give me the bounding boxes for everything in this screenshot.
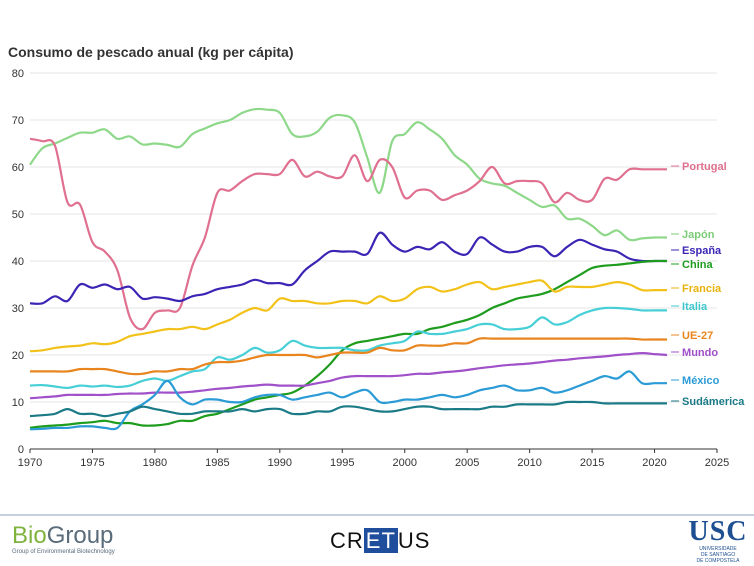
x-tick-label: 1990 bbox=[268, 457, 292, 469]
usc-sub-3: DE COMPOSTELA bbox=[696, 558, 740, 564]
series-labels: Japón Portugal España China Francia Italia UE-… bbox=[671, 161, 745, 408]
series-line-portugal bbox=[29, 137, 667, 331]
cretus-text-1: CR bbox=[330, 528, 364, 553]
series-line-francia bbox=[29, 279, 667, 353]
series-label-portugal: Portugal bbox=[682, 161, 727, 173]
series-line-china bbox=[29, 259, 668, 429]
y-tick-label: 50 bbox=[12, 209, 24, 221]
series-label-francia: Francia bbox=[682, 283, 722, 295]
series-line-espana bbox=[29, 231, 667, 305]
usc-logo: USC UNIVERSIDADE DE SANTIAGO DE COMPOSTE… bbox=[686, 516, 750, 565]
series-line-japon bbox=[29, 107, 668, 242]
series-label-mexico: México bbox=[682, 375, 720, 387]
chart-title: Consumo de pescado anual (kg per cápita) bbox=[8, 44, 294, 60]
cretus-logo: CRETUS bbox=[330, 528, 430, 554]
x-tick-label: 2005 bbox=[455, 457, 479, 469]
series-label-japon: Japón bbox=[682, 229, 715, 241]
logo-text-bio: Bio bbox=[12, 522, 47, 549]
y-tick-label: 30 bbox=[12, 303, 24, 315]
series-label-sudamerica: Sudámerica bbox=[682, 396, 745, 408]
axes: 0 10 20 30 40 50 60 70 80 1970 1975 1980 1985 1990 199… bbox=[12, 68, 729, 469]
x-tick-label: 1975 bbox=[80, 457, 104, 469]
series-lines bbox=[29, 107, 668, 431]
x-tick-label: 2000 bbox=[392, 457, 416, 469]
usc-text: USC bbox=[688, 516, 748, 547]
cretus-text-box: ET bbox=[363, 528, 398, 553]
y-tick-label: 40 bbox=[12, 256, 24, 268]
logo-text-group: Group bbox=[46, 522, 114, 549]
y-tick-label: 20 bbox=[12, 350, 24, 362]
series-line-mexico bbox=[29, 370, 667, 431]
footer-divider bbox=[0, 514, 754, 516]
series-line-ue-27 bbox=[30, 337, 667, 376]
biogroup-logo: BioGroup Group of Environmental Biotechn… bbox=[12, 522, 115, 556]
usc-sub-2: DE SANTIAGO bbox=[700, 552, 736, 558]
line-chart: 0 10 20 30 40 50 60 70 80 1970 1975 1980 1985 1990 199… bbox=[12, 68, 746, 469]
x-tick-label: 2025 bbox=[705, 457, 729, 469]
x-tick-label: 1985 bbox=[205, 457, 229, 469]
series-line-italia bbox=[29, 306, 667, 390]
logo-subtitle: Group of Environmental Biotechnology bbox=[12, 549, 115, 555]
series-line-sudamerica bbox=[29, 400, 667, 418]
x-tick-label: 2015 bbox=[580, 457, 604, 469]
usc-sub-1: UNIVERSIDADE bbox=[699, 546, 737, 552]
x-tick-label: 2020 bbox=[642, 457, 666, 469]
series-label-espana: España bbox=[682, 245, 722, 257]
series-line-mundo bbox=[29, 352, 668, 400]
series-label-italia: Italia bbox=[682, 301, 708, 313]
cretus-text-2: US bbox=[397, 528, 431, 553]
series-label-mundo: Mundo bbox=[682, 347, 718, 359]
x-tick-label: 2010 bbox=[517, 457, 541, 469]
y-tick-label: 60 bbox=[12, 162, 24, 174]
y-tick-label: 0 bbox=[18, 444, 24, 456]
y-tick-label: 70 bbox=[12, 115, 24, 127]
gridlines bbox=[30, 72, 717, 403]
y-tick-label: 10 bbox=[12, 397, 24, 409]
x-tick-label: 1980 bbox=[143, 457, 167, 469]
x-tick-label: 1970 bbox=[18, 457, 42, 469]
series-label-china: China bbox=[682, 259, 713, 271]
y-tick-label: 80 bbox=[12, 68, 24, 80]
series-label-ue-27: UE-27 bbox=[682, 330, 713, 342]
x-tick-label: 1995 bbox=[330, 457, 354, 469]
